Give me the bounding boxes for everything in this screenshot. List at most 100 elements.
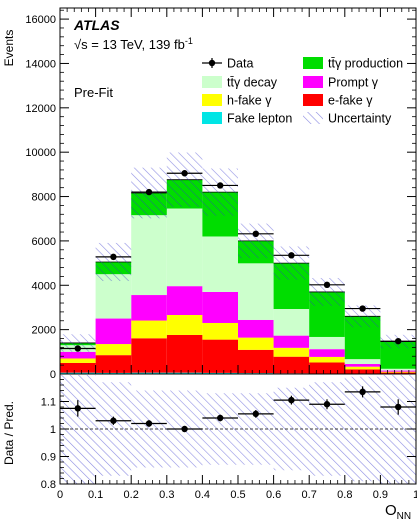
bar-h-fake-bin-4 xyxy=(202,322,238,340)
ratio-y-axis-label: Data / Pred. xyxy=(2,401,16,465)
bar-h-fake-bin-0 xyxy=(60,358,96,363)
uncertainty-bin-8 xyxy=(344,305,381,328)
y-tick-label-7: 14000 xyxy=(25,58,56,70)
legend-label-prompt: Prompt γ xyxy=(328,76,379,90)
bar-prompt-bin-2 xyxy=(131,295,167,321)
bar-h-fake-bin-2 xyxy=(131,320,167,339)
x-axis-label: ONN xyxy=(385,502,411,522)
data-point-8 xyxy=(359,305,366,312)
bar-h-fake-bin-3 xyxy=(166,314,203,335)
ratio-point-4 xyxy=(217,414,224,422)
bar-tt-decay-bin-7 xyxy=(309,336,345,350)
legend-swatch-fake-lepton xyxy=(202,112,222,124)
y-tick-label-4: 8000 xyxy=(32,192,56,204)
bar-prompt-bin-4 xyxy=(202,291,238,323)
ratio-y-tick-label-2: 1 xyxy=(50,424,56,436)
energy-lumi-text: √s = 13 TeV, 139 fb xyxy=(74,37,185,52)
pre-fit-label: Pre-Fit xyxy=(74,85,113,100)
uncertainty-bin-4 xyxy=(202,168,238,216)
energy-lumi-label: √s = 13 TeV, 139 fb-1 xyxy=(74,36,193,52)
x-tick-label-4: 0.4 xyxy=(195,489,210,501)
ratio-point-0 xyxy=(74,405,82,412)
legend-swatch-tt-production xyxy=(303,57,323,69)
bar-h-fake-bin-7 xyxy=(309,356,345,363)
bar-prompt-bin-1 xyxy=(95,318,132,345)
bar-prompt-bin-3 xyxy=(166,286,203,315)
uncertainty-band xyxy=(60,152,416,352)
legend-label-e-fake: e-fake γ xyxy=(328,94,373,108)
data-point-3 xyxy=(181,170,188,177)
legend: Data tt̄γ production tt̄γ decay Prompt γ h-f… xyxy=(202,57,403,126)
bar-fake-lepton-bin-0 xyxy=(60,372,96,374)
data-points xyxy=(60,170,416,352)
x-tick-label-5: 0.5 xyxy=(230,489,245,501)
legend-label-h-fake: h-fake γ xyxy=(227,94,272,108)
bar-e-fake-bin-3 xyxy=(166,334,203,373)
y-tick-label-1: 2000 xyxy=(32,325,56,337)
y-tick-label-6: 12000 xyxy=(25,103,56,115)
y-tick-label-0: 0 xyxy=(50,369,56,381)
legend-swatch-tt-decay xyxy=(202,76,222,88)
bar-e-fake-bin-2 xyxy=(131,338,167,373)
legend-swatch-h-fake xyxy=(202,94,222,106)
ratio-data-points xyxy=(60,386,416,433)
bar-fake-lepton-bin-3 xyxy=(166,372,203,374)
bar-prompt-bin-6 xyxy=(273,335,310,348)
x-tick-label-9: 0.9 xyxy=(373,489,388,501)
y-tick-label-8: 16000 xyxy=(25,14,56,26)
x-tick-label-10: 1 xyxy=(413,489,417,501)
ratio-y-tick-label-0: 0.8 xyxy=(41,479,56,491)
ratio-point-8 xyxy=(359,388,366,396)
legend-swatch-prompt xyxy=(303,76,323,88)
legend-label-tt-production: tt̄γ production xyxy=(328,57,403,71)
ratio-point-6 xyxy=(288,396,295,404)
bar-tt-decay-bin-5 xyxy=(238,263,274,320)
x-tick-label-1: 0.1 xyxy=(88,489,103,501)
ratio-point-2 xyxy=(145,420,153,427)
bar-e-fake-bin-0 xyxy=(60,362,96,373)
bar-fake-lepton-bin-4 xyxy=(202,372,238,374)
bar-prompt-bin-7 xyxy=(309,349,345,357)
x-tick-label-0: 0 xyxy=(57,489,63,501)
x-tick-label-6: 0.6 xyxy=(266,489,281,501)
x-tick-label-2: 0.2 xyxy=(124,489,139,501)
bar-h-fake-bin-6 xyxy=(273,347,310,357)
ratio-point-5 xyxy=(252,410,259,418)
atlas-label: ATLAS xyxy=(73,17,120,33)
bar-e-fake-bin-4 xyxy=(202,339,238,373)
legend-swatch-e-fake xyxy=(303,94,323,106)
bar-h-fake-bin-9 xyxy=(380,371,416,373)
bar-e-fake-bin-8 xyxy=(344,369,381,374)
bar-e-fake-bin-6 xyxy=(273,356,310,374)
uncertainty-bin-0 xyxy=(60,334,96,352)
x-axis: 0 0.1 0.2 0.3 0.4 0.5 0.6 0.7 0.8 0.9 1 xyxy=(57,8,417,501)
legend-marker-data xyxy=(208,59,216,67)
bar-tt-decay-bin-1 xyxy=(95,274,132,319)
bar-h-fake-bin-8 xyxy=(344,366,381,370)
x-tick-label-3: 0.3 xyxy=(159,489,174,501)
bar-tt-decay-bin-9 xyxy=(380,368,416,371)
x-tick-label-7: 0.7 xyxy=(302,489,317,501)
x-tick-label-8: 0.8 xyxy=(337,489,352,501)
bar-e-fake-bin-1 xyxy=(95,355,132,373)
bar-tt-decay-bin-2 xyxy=(131,215,167,296)
x-axis-label-sub: NN xyxy=(397,511,411,522)
bar-h-fake-bin-5 xyxy=(238,337,274,350)
bar-e-fake-bin-9 xyxy=(380,372,416,374)
bar-tt-decay-bin-4 xyxy=(202,236,238,292)
data-point-2 xyxy=(145,188,153,196)
bar-fake-lepton-bin-2 xyxy=(131,372,167,374)
bar-h-fake-bin-1 xyxy=(95,344,132,356)
data-point-4 xyxy=(217,182,224,189)
bar-prompt-bin-0 xyxy=(60,351,96,359)
bar-tt-decay-bin-8 xyxy=(344,359,381,365)
data-point-1 xyxy=(110,253,117,261)
y-tick-label-3: 6000 xyxy=(32,236,56,248)
ratio-point-3 xyxy=(181,425,188,433)
y-axis-label: Events xyxy=(2,30,16,67)
main-y-axis: 0 2000 4000 6000 8000 10000 12000 14000 16000 xyxy=(25,9,416,381)
ratio-point-7 xyxy=(323,401,331,408)
data-point-6 xyxy=(288,252,295,259)
bar-e-fake-bin-5 xyxy=(238,349,274,374)
